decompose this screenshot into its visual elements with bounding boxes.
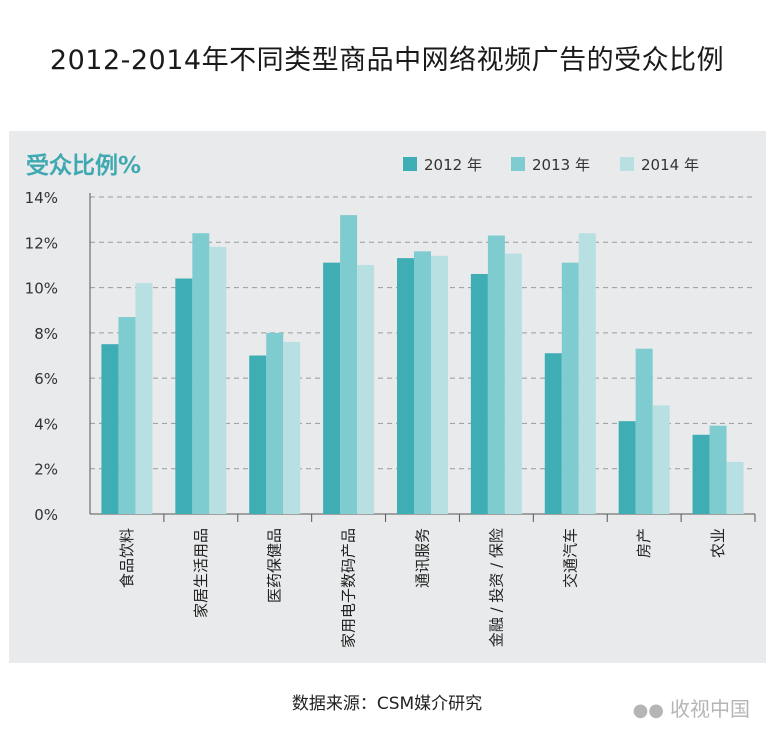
bar [431,255,448,514]
bar [209,246,227,515]
bar [561,262,579,514]
bar [726,461,744,514]
bar [397,258,414,514]
bar [266,332,284,514]
bar [487,235,505,514]
bar [692,434,710,514]
y-tick-label: 4% [34,415,58,433]
y-tick-label: 0% [34,506,58,524]
y-tick-label: 14% [25,189,58,207]
bar [709,425,727,514]
x-category-label: 医药保健品 [266,528,284,603]
bar [504,253,522,514]
x-category-label: 交通汽车 [561,528,579,588]
bar [578,233,596,514]
y-tick-label: 6% [34,370,58,388]
bar [635,348,653,514]
y-tick-label: 10% [25,280,58,298]
bar [414,251,431,515]
y-tick-label: 2% [34,461,58,479]
y-tick-label: 12% [25,234,58,252]
bar [249,355,267,514]
bar [283,341,301,514]
legend-label: 2013 年 [532,156,590,174]
bar [652,405,670,514]
x-category-label: 食品饮料 [118,528,136,588]
x-category-label: 家居生活用品 [192,528,210,618]
bar [192,233,210,514]
x-category-label: 房产 [635,528,653,558]
watermark: ●● 收视中国 [633,693,750,722]
x-category-label: 家用电子数码产品 [340,528,358,648]
x-category-label: 农业 [709,528,727,558]
bar [618,421,636,514]
bar [544,353,562,514]
legend-label: 2014 年 [641,156,699,174]
bar [323,262,341,514]
y-axis-label: 受众比例% [26,153,142,179]
bar [357,264,375,514]
bar [175,278,193,514]
y-tick-label: 8% [34,325,58,343]
source-note: 数据来源：CSM媒介研究 [291,694,483,714]
legend-swatch [620,157,634,171]
x-category-label: 通讯服务 [414,528,432,588]
bar [101,344,119,514]
bar [118,317,136,514]
legend-label: 2012 年 [424,156,482,174]
bar [470,273,488,514]
bar [135,283,153,514]
watermark-text: 收视中国 [670,697,750,721]
bar [340,215,358,514]
wechat-icon: ●● [632,700,664,721]
page-title: 2012-2014年不同类型商品中网络视频广告的受众比例 [49,45,725,76]
x-category-label: 金融 / 投资 / 保险 [487,528,505,647]
legend-swatch [511,157,525,171]
legend-swatch [403,157,417,171]
